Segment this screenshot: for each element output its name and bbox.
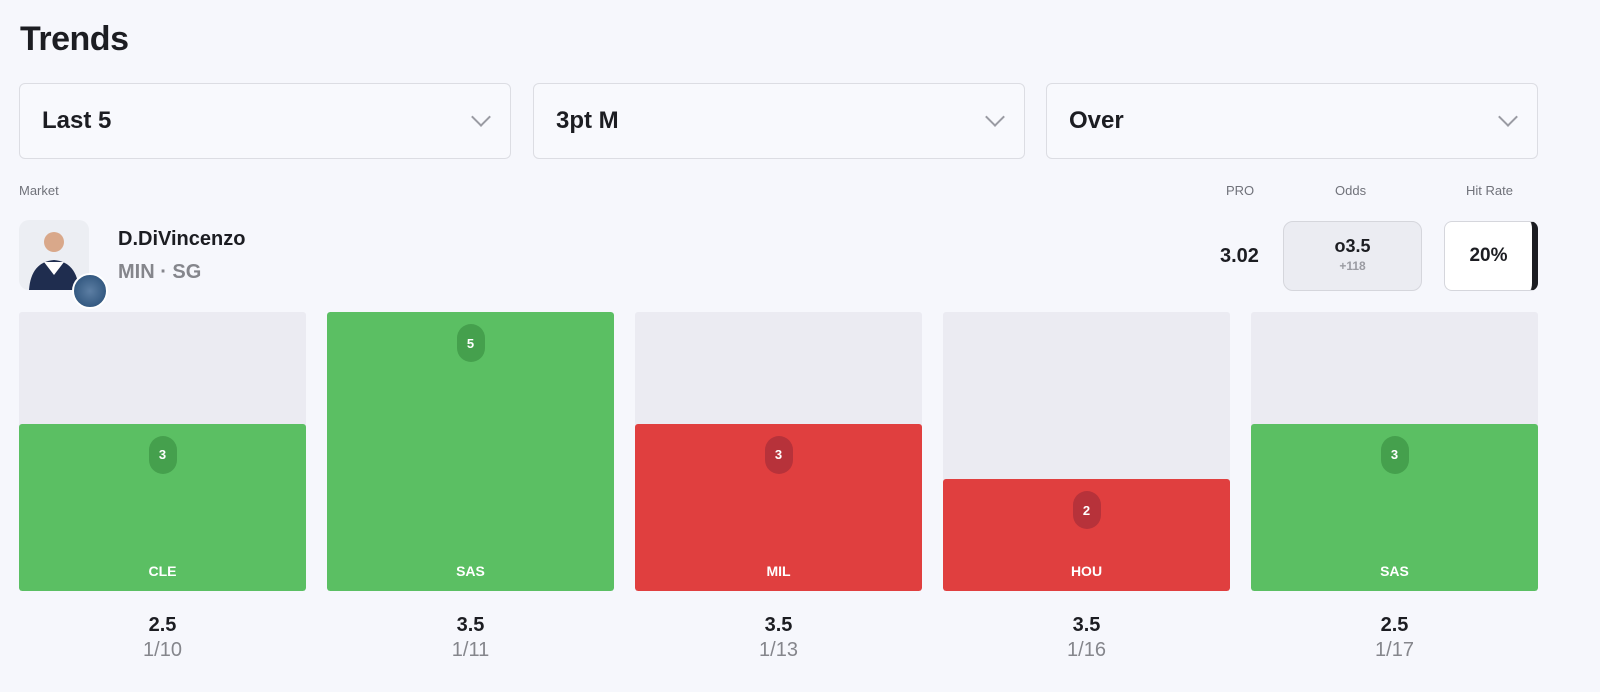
value-badge: 5: [456, 324, 485, 362]
value-badge: 3: [1380, 435, 1409, 474]
player-avatar: [19, 220, 89, 290]
value-badge: 3: [148, 435, 177, 474]
chevron-down-icon: [471, 107, 491, 127]
game-column[interactable]: 5 SAS 3.5 1/11: [327, 312, 614, 662]
odds-button[interactable]: o3.5 +118: [1283, 221, 1422, 291]
odds-price: +118: [1339, 259, 1366, 273]
odds-line: o3.5: [1334, 236, 1371, 256]
date-label: 1/13: [759, 639, 798, 661]
bar[interactable]: 5 SAS: [327, 312, 614, 591]
bar-track: 3 SAS: [1251, 312, 1538, 591]
hit-rate-label: Hit Rate: [1466, 183, 1513, 198]
date-label: 1/10: [143, 639, 182, 661]
side-dropdown[interactable]: Over: [1046, 83, 1538, 159]
game-column[interactable]: 3 MIL 3.5 1/13: [635, 312, 922, 662]
bar[interactable]: 3 MIL: [635, 423, 922, 591]
pro-label: PRO: [1226, 183, 1255, 198]
date-label: 1/16: [1067, 639, 1106, 661]
opponent-label: SAS: [456, 563, 485, 579]
range-value: Last 5: [42, 107, 112, 134]
chevron-down-icon: [1498, 107, 1518, 127]
bar-track: 3 CLE: [19, 312, 306, 591]
player-name[interactable]: D.DiVincenzo: [118, 228, 246, 250]
line-label: 3.5: [764, 614, 793, 636]
game-column[interactable]: 3 SAS 2.5 1/17: [1251, 312, 1538, 662]
date-label: 1/11: [451, 639, 490, 661]
market-label: Market: [19, 183, 59, 198]
team-logo-icon: [72, 273, 108, 309]
bar[interactable]: 3 SAS: [1251, 423, 1538, 591]
stat-value: 3pt M: [556, 107, 619, 134]
line-label: 3.5: [456, 614, 485, 636]
hit-rate-value: 20%: [1444, 221, 1538, 291]
line-label: 2.5: [1380, 614, 1409, 636]
range-dropdown[interactable]: Last 5: [19, 83, 511, 159]
game-column[interactable]: 3 CLE 2.5 1/10: [19, 312, 306, 662]
value-badge: 2: [1072, 491, 1101, 530]
page-title: Trends: [20, 20, 129, 58]
opponent-label: MIL: [766, 563, 791, 579]
bar[interactable]: 3 CLE: [19, 423, 306, 591]
odds-label: Odds: [1335, 183, 1367, 198]
line-label: 2.5: [148, 614, 177, 636]
line-label: 3.5: [1072, 614, 1101, 636]
chevron-down-icon: [985, 107, 1005, 127]
opponent-label: HOU: [1070, 563, 1103, 579]
opponent-label: SAS: [1380, 563, 1409, 579]
bar[interactable]: 2 HOU: [943, 479, 1230, 591]
side-value: Over: [1069, 107, 1124, 134]
opponent-label: CLE: [148, 563, 177, 579]
bar-track: 2 HOU: [943, 312, 1230, 591]
pro-value: 3.02: [1220, 245, 1259, 267]
date-label: 1/17: [1375, 639, 1414, 661]
game-column[interactable]: 2 HOU 3.5 1/16: [943, 312, 1230, 662]
stat-dropdown[interactable]: 3pt M: [533, 83, 1025, 159]
player-meta: MIN · SG: [118, 261, 202, 283]
value-badge: 3: [764, 435, 793, 474]
bar-track: 5 SAS: [327, 312, 614, 591]
bar-track: 3 MIL: [635, 312, 922, 591]
